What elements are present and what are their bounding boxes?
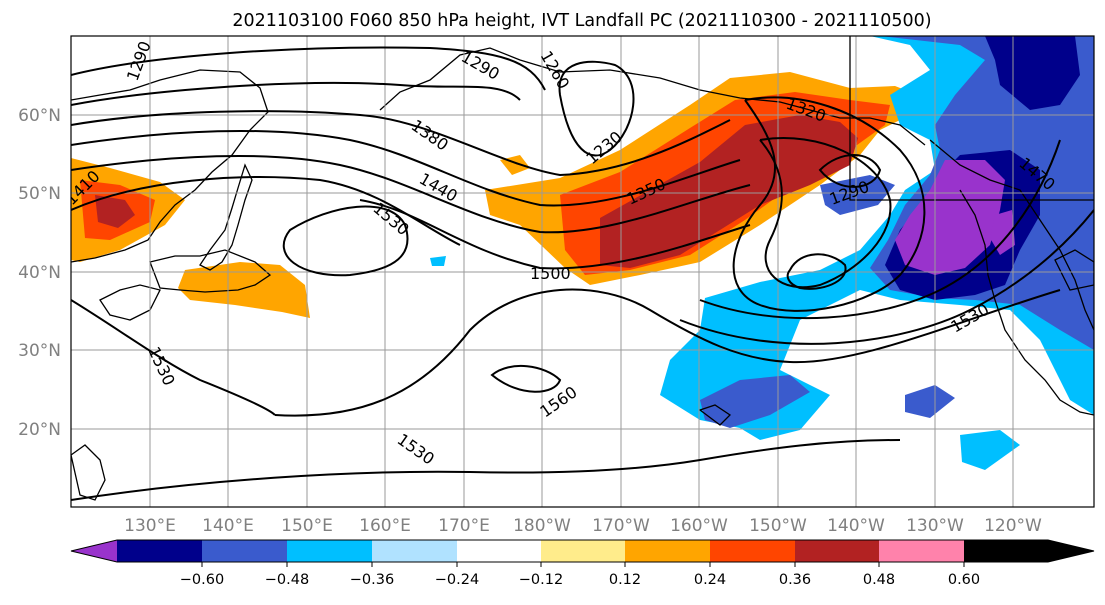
lat-label: 40°N — [18, 263, 61, 283]
colorbar-extend-min — [71, 540, 117, 562]
lon-label: 120°W — [984, 516, 1042, 536]
colorbar-segment — [287, 540, 372, 562]
lon-label: 140°E — [202, 516, 254, 536]
colorbar-outline — [70, 539, 1095, 563]
coastlines — [71, 36, 1094, 501]
colorbar: −0.60 −0.48 −0.36 −0.24 −0.12 0.12 0.24 … — [70, 539, 1095, 588]
lat-label: 20°N — [18, 420, 61, 440]
colorbar-segment — [795, 540, 879, 562]
lon-label: 130°W — [906, 516, 964, 536]
lon-label: 150°E — [281, 516, 333, 536]
longitude-labels: 130°E 140°E 150°E 160°E 170°E 180°W 170°… — [124, 516, 1042, 536]
colorbar-tick-label: −0.36 — [350, 572, 394, 588]
colorbar-tick-label: −0.60 — [180, 572, 224, 588]
map-panel: 1290 1290 1260 1230 1380 1440 1530 1410 … — [18, 35, 1095, 536]
colorbar-segment — [710, 540, 795, 562]
lon-label: 170°E — [438, 516, 490, 536]
colorbar-segment — [202, 540, 287, 562]
colorbar-segment — [372, 540, 457, 562]
lon-label: 180°W — [513, 516, 571, 536]
map-frame — [70, 35, 1095, 508]
height-contours — [71, 46, 1094, 501]
lon-label: 130°E — [124, 516, 176, 536]
colorbar-extend-max — [964, 540, 1094, 562]
lon-label: 160°W — [670, 516, 728, 536]
lon-label: 150°W — [749, 516, 807, 536]
figure-title: 2021103100 F060 850 hPa height, IVT Land… — [232, 11, 931, 31]
lat-label: 60°N — [18, 106, 61, 126]
lat-label: 30°N — [18, 341, 61, 361]
colorbar-segment — [879, 540, 964, 562]
colorbar-tick-label: 0.24 — [694, 572, 726, 588]
colorbar-tick-label: −0.12 — [519, 572, 563, 588]
lat-label: 50°N — [18, 184, 61, 204]
colorbar-tick-label: 0.36 — [779, 572, 811, 588]
colorbar-tick-label: 0.12 — [609, 572, 641, 588]
colorbar-tick-label: 0.48 — [863, 572, 895, 588]
colorbar-segment — [541, 540, 625, 562]
colorbar-tick-label: −0.48 — [265, 572, 309, 588]
lon-label: 140°W — [827, 516, 885, 536]
colorbar-segment — [117, 540, 202, 562]
colorbar-tick-label: −0.24 — [435, 572, 479, 588]
colorbar-segment — [457, 540, 541, 562]
colorbar-segment — [625, 540, 710, 562]
colorbar-ticks — [201, 562, 965, 567]
contour-label: 1500 — [530, 264, 571, 283]
lon-label: 170°W — [592, 516, 650, 536]
lon-label: 160°E — [359, 516, 411, 536]
colorbar-tick-label: 0.60 — [948, 572, 980, 588]
latitude-labels: 60°N 50°N 40°N 30°N 20°N — [18, 106, 61, 440]
